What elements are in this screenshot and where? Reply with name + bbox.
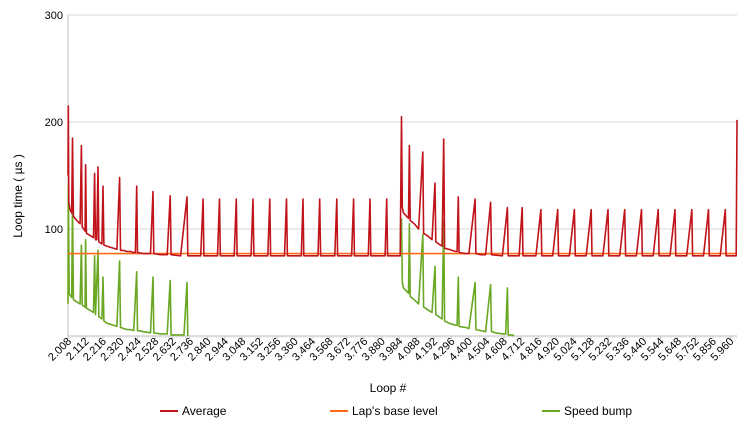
series-line-speed-bump-3 [400, 218, 515, 337]
legend-label-2: Speed bump [564, 404, 632, 418]
series-line-speed-bump-2 [67, 185, 189, 337]
y-tick-label: 200 [45, 117, 63, 129]
legend-label-1: Lap's base level [352, 404, 438, 418]
legend: Average Lap's base level Speed bump [160, 404, 632, 418]
y-tick-label: 100 [45, 224, 63, 236]
y-axis-ticks: 100 200 300 [45, 10, 63, 236]
y-tick-label: 300 [45, 10, 63, 22]
legend-label-0: Average [182, 404, 227, 418]
series-layer [67, 105, 738, 337]
y-axis-title: Loop time ( µs ) [11, 154, 25, 238]
series-line-average-0 [67, 105, 738, 257]
x-axis-title: Loop # [370, 381, 407, 395]
